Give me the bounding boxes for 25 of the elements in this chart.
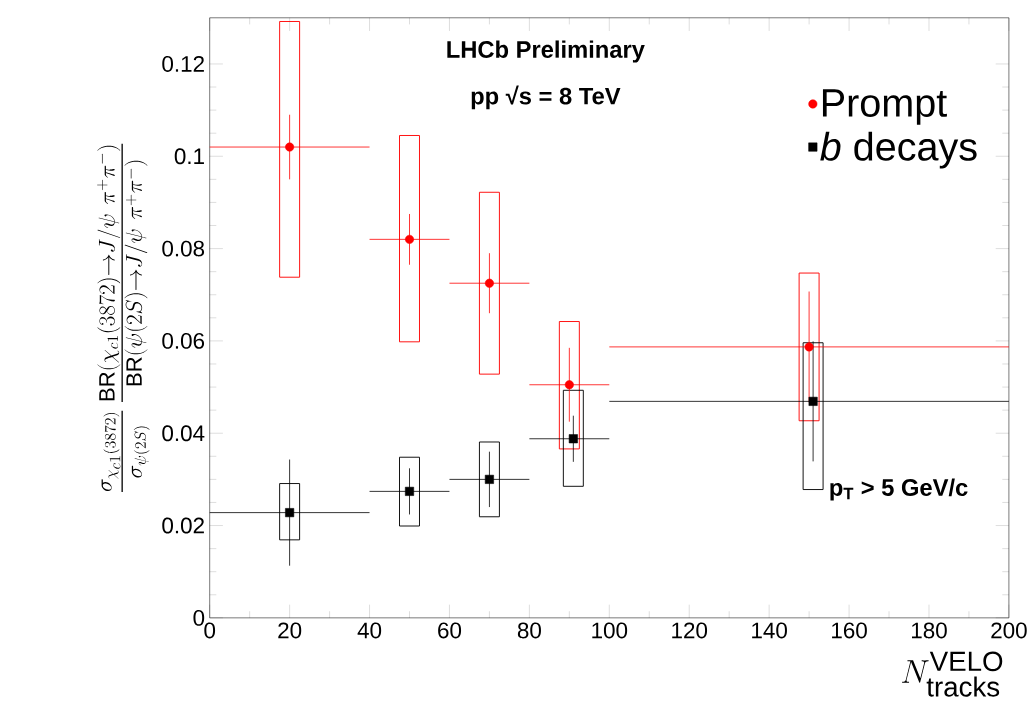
y-tick-label: 0.12 bbox=[162, 56, 204, 73]
x-axis-title: $N_{\mathrm{tracks}}^{\mathrm{VELO}}$ bbox=[902, 651, 1003, 697]
y-axis-title: $\frac{\sigma_{\chi_{c1}(3872)}}{\sigma_{\psi(2S)}}\,\frac{\mathrm{BR}(\chi_{c1}(3872)\rightarrow J/\psi\ \pi^{+}\pi^{-})}{\mathrm{BR}(\psi(2S)\rightarrow J/\psi\ \pi^{+}\pi^{-})}$ bbox=[97, 143, 150, 493]
x-tick-label: 80 bbox=[517, 622, 541, 639]
y-tick-label: 0.1 bbox=[174, 148, 204, 165]
x-tick-label: 40 bbox=[357, 622, 382, 639]
y-tick-label: 0.08 bbox=[162, 240, 205, 257]
x-tick-label: 0 bbox=[204, 622, 216, 639]
x-tick-label: 100 bbox=[592, 622, 628, 639]
x-tick-label: 20 bbox=[278, 622, 302, 639]
y-tick-label: 0.06 bbox=[162, 333, 205, 350]
x-tick-label: 180 bbox=[912, 622, 947, 639]
y-tick-label: 0 bbox=[193, 610, 205, 626]
annotation: p$_{T}$ > 5 GeV/c bbox=[830, 478, 968, 501]
x-tick-label: 200 bbox=[991, 622, 1027, 639]
annotation: pp √s = 8 TeV bbox=[471, 85, 621, 110]
legend-label: Prompt bbox=[822, 89, 947, 125]
x-tick-label: 160 bbox=[832, 622, 867, 639]
y-tick-label: 0.04 bbox=[162, 425, 205, 442]
x-tick-label: 120 bbox=[672, 622, 708, 639]
x-tick-label: 60 bbox=[438, 622, 462, 639]
x-tick-label: 140 bbox=[752, 622, 787, 639]
legend-label: b decays bbox=[820, 131, 977, 169]
annotation: LHCb Preliminary bbox=[447, 40, 645, 63]
y-tick-label: 0.02 bbox=[162, 517, 204, 534]
